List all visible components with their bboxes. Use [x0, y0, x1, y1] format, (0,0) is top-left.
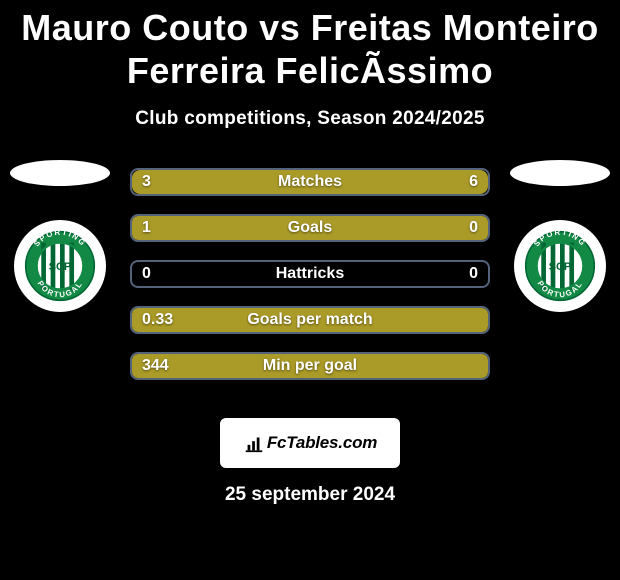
svg-text:SCP: SCP	[49, 261, 71, 273]
stat-left-value: 0	[132, 262, 161, 286]
bar-chart-icon	[243, 432, 265, 454]
stat-left-fill	[132, 170, 251, 194]
page-title: Mauro Couto vs Freitas Monteiro Ferreira…	[0, 6, 620, 92]
stat-row: 10Goals	[130, 214, 490, 242]
right-club-badge: SPORTING PORTUGAL SCP	[514, 220, 606, 312]
club-crest-icon: SPORTING PORTUGAL SCP	[521, 227, 599, 305]
subtitle: Club competitions, Season 2024/2025	[0, 108, 620, 130]
stat-row: 344Min per goal	[130, 352, 490, 380]
stats-chart: SPORTING PORTUGAL SCP	[0, 168, 620, 398]
date-label: 25 september 2024	[0, 484, 620, 506]
stat-left-fill	[132, 308, 488, 332]
stat-bars: 36Matches 10Goals 0 0Hattricks 0.33Goals per…	[130, 168, 490, 380]
stat-right-value: 0	[459, 262, 488, 286]
right-player-column: SPORTING PORTUGAL SCP	[510, 160, 610, 312]
club-crest-icon: SPORTING PORTUGAL SCP	[21, 227, 99, 305]
svg-text:SCP: SCP	[549, 261, 571, 273]
left-player-avatar-placeholder	[10, 160, 110, 186]
stat-row: 0.33Goals per match	[130, 306, 490, 334]
left-player-column: SPORTING PORTUGAL SCP	[10, 160, 110, 312]
stat-row: 36Matches	[130, 168, 490, 196]
fctables-badge[interactable]: FcTables.com	[220, 418, 400, 468]
fctables-label: FcTables.com	[267, 433, 377, 453]
stat-left-fill	[132, 216, 488, 240]
stat-right-fill	[251, 170, 488, 194]
stat-row: 0 0Hattricks	[130, 260, 490, 288]
stat-label: Hattricks	[132, 262, 488, 286]
left-club-badge: SPORTING PORTUGAL SCP	[14, 220, 106, 312]
stat-left-fill	[132, 354, 488, 378]
comparison-card: Mauro Couto vs Freitas Monteiro Ferreira…	[0, 0, 620, 580]
right-player-avatar-placeholder	[510, 160, 610, 186]
